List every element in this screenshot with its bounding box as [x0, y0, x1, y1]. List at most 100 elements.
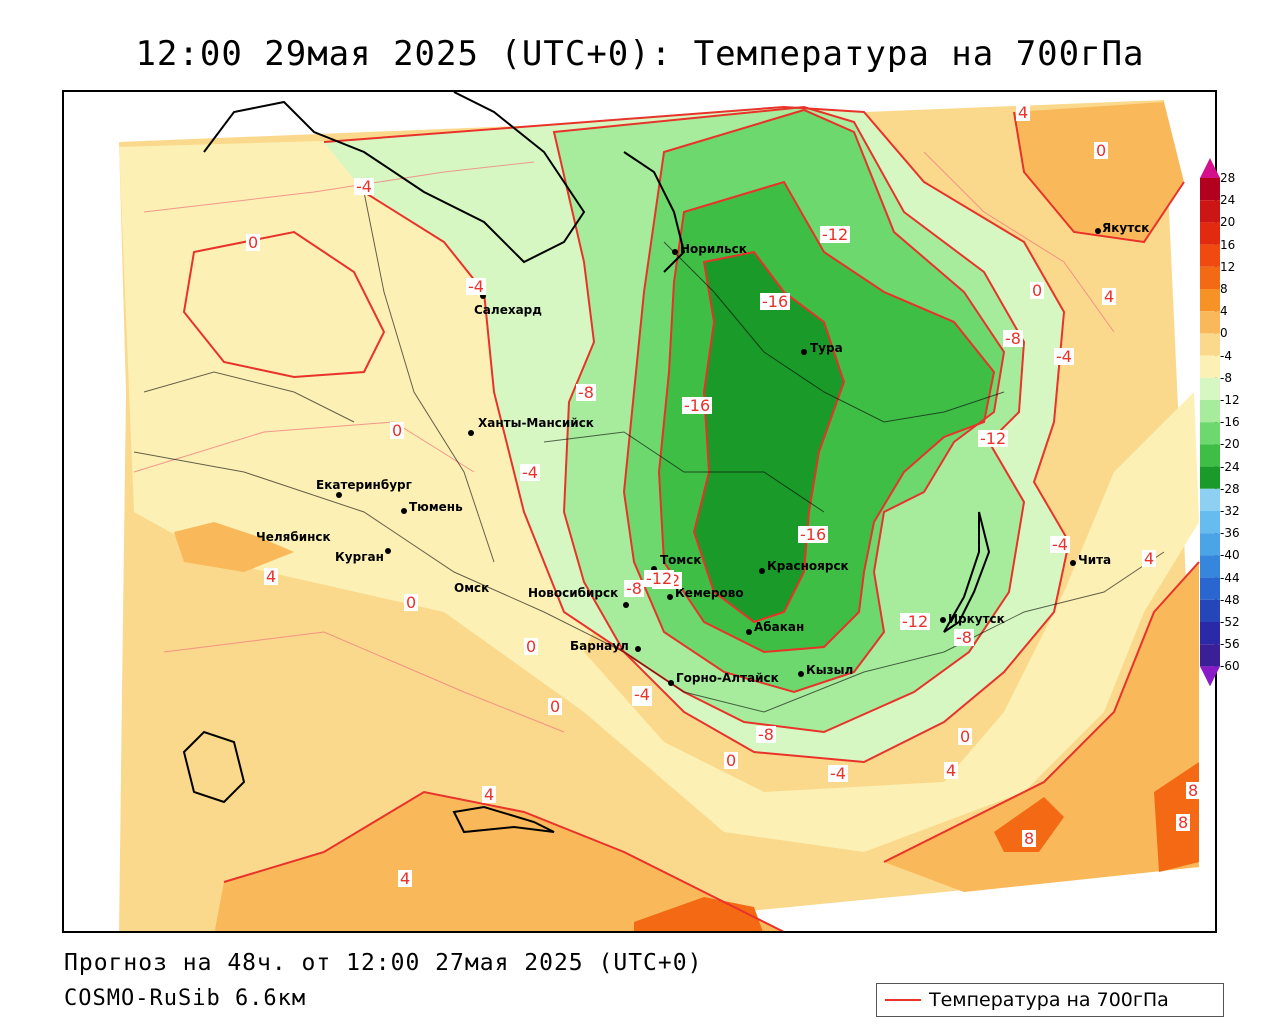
city-dot-kyzyl	[798, 671, 804, 677]
aral-sea	[182, 730, 246, 804]
thin-isotherm-4	[923, 151, 1115, 333]
colorbar-tick-label: -24	[1220, 459, 1240, 474]
colorbar-swatch	[1200, 266, 1220, 289]
contour-label: -8	[954, 628, 974, 647]
colorbar-swatch	[1200, 333, 1220, 356]
map-title: 12:00 29мая 2025 (UTC+0): Температура на…	[135, 34, 1145, 74]
thin-isotherm-2	[133, 421, 475, 473]
city-label-khanty-mansiysk: Ханты-Мансийск	[478, 416, 594, 430]
temperature-map[interactable]: Якутск Норильск Салехард Тура Ханты-Манс…	[62, 90, 1217, 933]
contour-label: 4	[398, 869, 413, 888]
city-dot-tyumen	[401, 508, 407, 514]
isotherm-minus4	[552, 105, 1026, 734]
border-3	[663, 241, 1005, 423]
city-label-barnaul: Барнаул	[570, 639, 629, 653]
contour-label: 0	[524, 637, 539, 656]
city-label-krasnoyarsk: Красноярск	[767, 559, 849, 573]
colorbar-swatch	[1200, 599, 1220, 622]
city-label-tyumen: Тюмень	[409, 500, 463, 514]
city-dot-tura	[801, 349, 807, 355]
city-dot-tomsk	[651, 566, 657, 572]
contour-label: -12	[644, 569, 675, 588]
colorbar-tick-label: 12	[1220, 259, 1236, 274]
border-2	[363, 191, 495, 563]
colorbar-tick-label: 28	[1220, 171, 1236, 185]
contour-label: 0	[1094, 141, 1109, 160]
city-dot-novosibirsk	[623, 602, 629, 608]
city-dot-irkutsk	[940, 617, 946, 623]
contour-label: 4	[944, 761, 959, 780]
city-dot-khanty-mansiysk	[468, 430, 474, 436]
zone-8-plus-east-1	[994, 797, 1064, 852]
city-label-kurgan: Курган	[335, 550, 384, 564]
colorbar-swatch	[1200, 466, 1220, 489]
thin-isotherm-1	[143, 161, 535, 213]
contour-label: 4	[1102, 287, 1117, 306]
city-label-kyzyl: Кызыл	[806, 663, 854, 677]
colorbar-tick-label: 24	[1220, 193, 1236, 208]
colorbar-arrow-top	[1200, 158, 1220, 178]
isotherm-4-south	[223, 790, 785, 931]
yenisei-gulf	[623, 151, 686, 273]
contour-label: 8	[1176, 813, 1191, 832]
zone-4-to-8-north	[1014, 102, 1184, 242]
contour-label: 4	[482, 785, 497, 804]
city-dot-abakan	[746, 629, 752, 635]
colorbar-tick-label: 8	[1220, 282, 1228, 296]
colorbar-swatch	[1200, 289, 1220, 312]
city-dot-krasnoyarsk	[759, 568, 765, 574]
colorbar-strip	[1200, 158, 1220, 687]
contour-label: -16	[682, 396, 713, 415]
colorbar-tick-label: 16	[1220, 237, 1236, 252]
contour-label: 0	[390, 421, 405, 440]
contour-label: -12	[978, 429, 1009, 448]
colorbar-tick-label: -28	[1220, 481, 1240, 496]
colorbar-swatch	[1200, 244, 1220, 267]
colorbar-tick-label: -16	[1220, 415, 1240, 430]
colorbar-swatch	[1200, 488, 1220, 511]
city-dot-barnaul	[635, 646, 641, 652]
contour-label: 4	[264, 567, 279, 586]
thin-isotherm-3	[163, 631, 565, 733]
contour-label: 8	[1186, 781, 1201, 800]
lake-baikal	[943, 511, 991, 633]
colorbar-swatch	[1200, 222, 1220, 245]
colorbar-tick-label: -60	[1220, 659, 1240, 674]
city-dot-yekaterinburg	[336, 492, 342, 498]
city-label-tura: Тура	[810, 341, 843, 355]
colorbar-tick-label: 20	[1220, 215, 1236, 230]
contour-label: -4	[632, 685, 652, 704]
contour-label: 0	[1030, 281, 1045, 300]
contour-label: -8	[624, 579, 644, 598]
colorbar-tick-label: 0	[1220, 326, 1228, 341]
city-label-norilsk: Норильск	[680, 242, 747, 256]
colorbar-swatch	[1200, 178, 1220, 201]
city-label-chelyabinsk: Челябинск	[256, 530, 331, 544]
colorbar-tick-label: -8	[1220, 370, 1232, 385]
city-dot-kurgan	[385, 548, 391, 554]
arctic-coast	[203, 92, 586, 264]
isotherm-4-east	[883, 561, 1200, 863]
colorbar-tick-label: -36	[1220, 526, 1240, 541]
border-1	[133, 451, 1165, 713]
contour-label: 0	[958, 727, 973, 746]
city-dot-yakutsk	[1095, 228, 1101, 234]
isotherm-0-west	[182, 230, 386, 379]
lake-balkhash	[452, 805, 555, 834]
contour-label: -4	[466, 277, 486, 296]
contour-label: -12	[820, 225, 851, 244]
colorbar-swatch	[1200, 422, 1220, 445]
zone-0-to-4	[119, 132, 1199, 852]
isotherm-minus8	[622, 108, 1006, 694]
city-dot-norilsk	[672, 249, 678, 255]
colorbar-swatch	[1200, 200, 1220, 223]
city-label-abakan: Абакан	[754, 620, 805, 634]
contour-label: 0	[404, 593, 419, 612]
colorbar-swatch	[1200, 444, 1220, 467]
contour-label: -4	[354, 177, 374, 196]
contour-label: 0	[548, 697, 563, 716]
city-label-kemerovo: Кемерово	[675, 586, 744, 600]
contour-label: 8	[1022, 829, 1037, 848]
city-label-salekhard: Салехард	[474, 303, 542, 317]
colorbar-swatch	[1200, 311, 1220, 334]
